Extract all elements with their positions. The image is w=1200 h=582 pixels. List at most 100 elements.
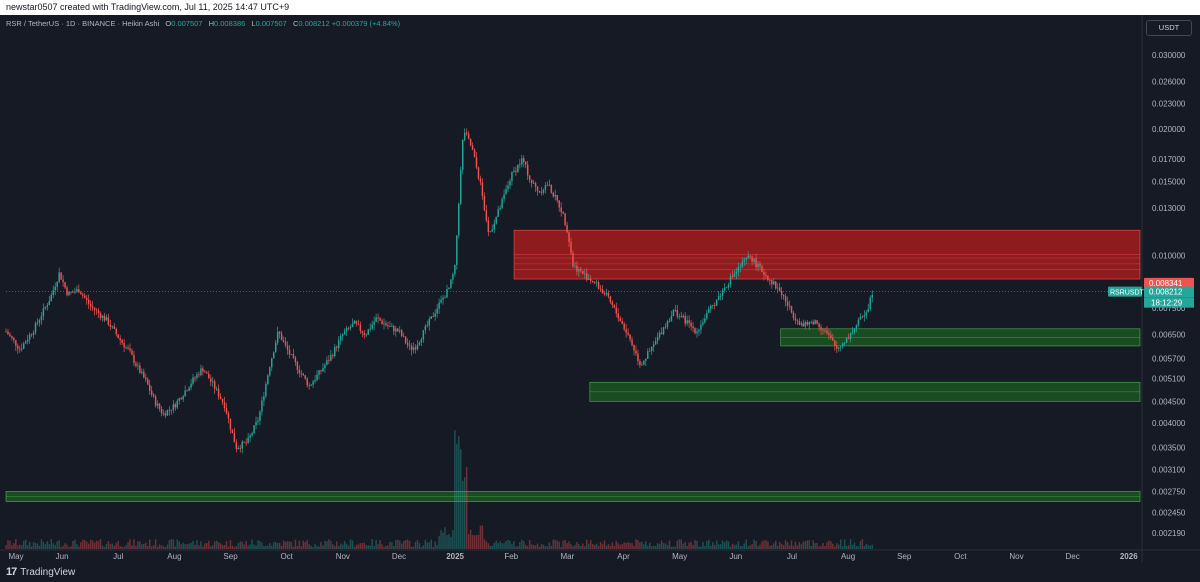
- price-chart[interactable]: 0.030000 0.026000 0.023000 0.020000 0.017000…: [0, 15, 1200, 563]
- candle-body: [97, 310, 100, 314]
- candle-body: [115, 328, 117, 335]
- currency-selector[interactable]: USDT: [1146, 20, 1192, 36]
- volume-bar: [696, 540, 698, 549]
- volume-bar: [814, 543, 816, 549]
- volume-bar: [804, 541, 807, 549]
- volume-bar: [688, 542, 690, 549]
- candle-body: [210, 378, 212, 382]
- chart-panel[interactable]: RSR / TetherUS · 1D · BINANCE · Heikin A…: [0, 15, 1200, 563]
- candle-body: [103, 315, 106, 321]
- volume-bar: [271, 545, 273, 549]
- candle-body: [790, 305, 793, 313]
- volume-bar: [477, 534, 480, 549]
- volume-bar: [389, 541, 391, 549]
- candle-body: [757, 263, 759, 268]
- candle-body: [243, 441, 245, 443]
- candle-body: [48, 301, 51, 306]
- candle-body: [617, 313, 619, 319]
- volume-bar: [253, 544, 255, 549]
- volume-bar: [111, 543, 114, 549]
- tradingview-logo[interactable]: 17 TradingView: [6, 566, 75, 578]
- candle-body: [324, 364, 326, 369]
- candle-body: [361, 330, 364, 333]
- candle-body: [715, 300, 718, 306]
- candle-body: [753, 258, 755, 262]
- volume-bar: [503, 543, 505, 549]
- candle-body: [359, 324, 362, 331]
- candle-body: [373, 321, 375, 325]
- volume-bar: [296, 545, 299, 549]
- volume-bar: [623, 542, 625, 549]
- candle-body: [460, 170, 462, 204]
- volume-bar: [257, 540, 259, 549]
- volume-bar: [38, 545, 41, 549]
- candle-body: [145, 377, 147, 380]
- candle-body: [326, 360, 328, 365]
- candle-body: [593, 282, 596, 284]
- volume-bar: [353, 546, 356, 549]
- volume-bar: [739, 546, 742, 549]
- volume-bar: [540, 544, 543, 549]
- volume-bar: [448, 534, 450, 549]
- volume-bar: [778, 542, 781, 549]
- candle-body: [713, 305, 716, 306]
- candle-body: [416, 345, 419, 350]
- volume-bar: [208, 540, 210, 549]
- volume-bar: [595, 543, 598, 549]
- volume-bar: [93, 542, 96, 549]
- volume-bar: [286, 541, 289, 549]
- volume-bar: [184, 544, 186, 549]
- candle-body: [72, 292, 74, 293]
- candle-body: [89, 303, 92, 307]
- volume-bar: [391, 542, 393, 549]
- volume-bar: [371, 539, 373, 549]
- candle-body: [643, 360, 645, 365]
- volume-bar: [786, 542, 789, 549]
- volume-bar: [217, 542, 220, 549]
- volume-bar: [235, 546, 238, 549]
- candle-body: [198, 374, 200, 376]
- x-tick-label: Oct: [954, 552, 967, 561]
- volume-bar: [461, 480, 464, 549]
- volume-bar: [367, 545, 369, 549]
- volume-bar: [647, 545, 649, 549]
- volume-bar: [162, 546, 165, 549]
- candle-body: [351, 323, 354, 327]
- candle-body: [371, 324, 373, 329]
- x-tick-label: Sep: [897, 552, 912, 561]
- candle-body: [456, 235, 458, 265]
- volume-bar: [326, 541, 328, 549]
- volume-bar: [601, 544, 604, 549]
- candle-body: [176, 400, 179, 408]
- volume-bar: [318, 546, 320, 549]
- volume-bar: [771, 545, 773, 549]
- volume-bar: [150, 546, 153, 549]
- volume-bar: [517, 546, 519, 549]
- volume-bar: [369, 545, 371, 549]
- candle-body: [52, 290, 54, 295]
- candle-body: [349, 326, 352, 329]
- volume-bar: [554, 539, 556, 549]
- candle-body: [251, 433, 253, 436]
- volume-bar: [398, 540, 401, 549]
- candle-body: [442, 297, 444, 300]
- volume-bar: [434, 541, 436, 549]
- candle-body: [249, 435, 251, 438]
- volume-bar: [101, 545, 104, 549]
- volume-bar: [847, 545, 850, 549]
- candle-body: [828, 332, 830, 335]
- candle-body: [38, 319, 41, 323]
- candle-body: [834, 340, 836, 346]
- candle-body: [763, 272, 765, 276]
- volume-bar: [416, 539, 419, 549]
- volume-bar: [192, 541, 194, 549]
- candle-body: [818, 323, 820, 328]
- volume-bar: [591, 544, 594, 549]
- candle-body: [481, 182, 484, 196]
- volume-bar: [17, 545, 19, 549]
- candle-body: [664, 326, 667, 328]
- volume-bar: [198, 545, 200, 549]
- candle-body: [150, 390, 153, 395]
- candle-body: [105, 317, 108, 321]
- y-tick-label: 0.002750: [1152, 487, 1186, 496]
